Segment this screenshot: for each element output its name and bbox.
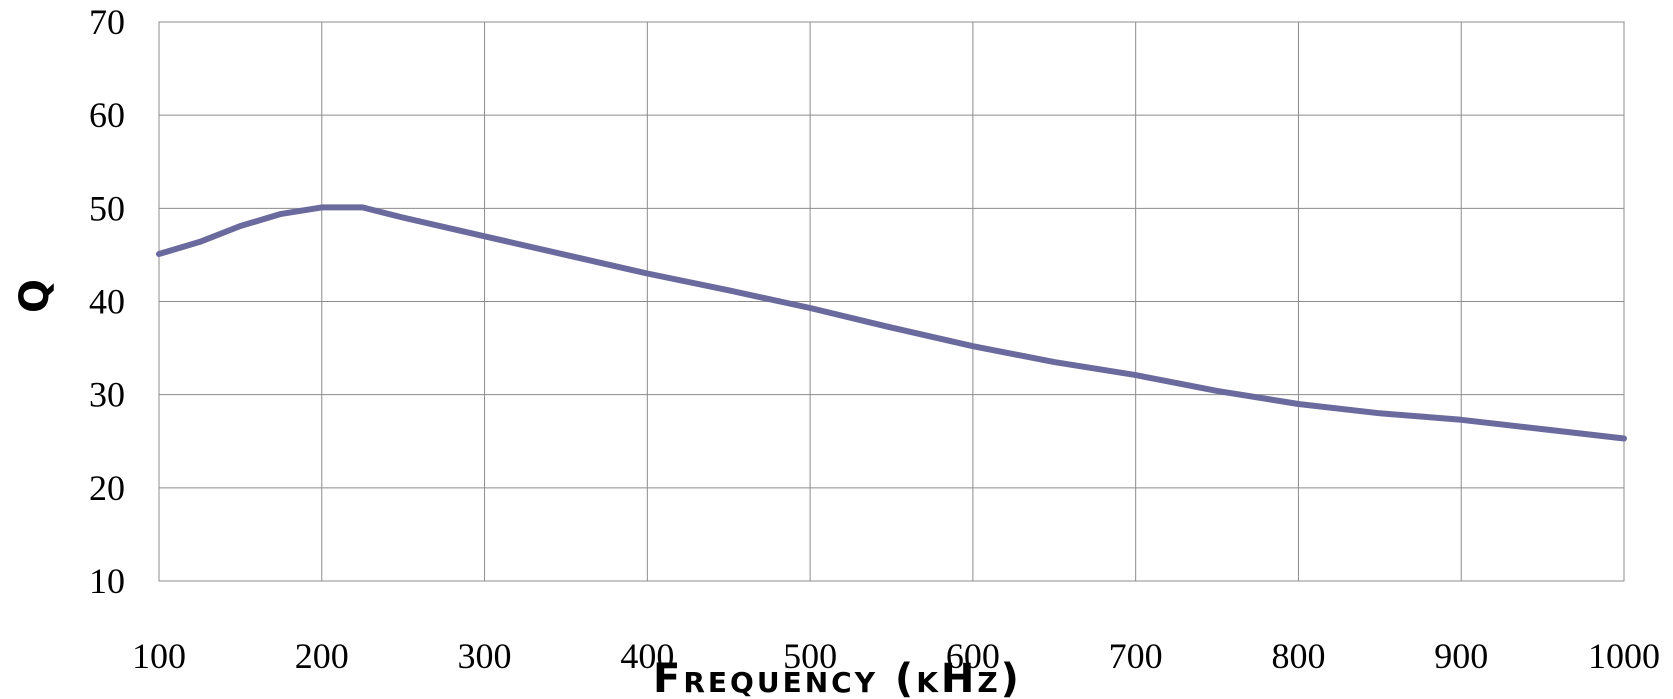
x-tick-label: 500 [783, 636, 837, 676]
y-tick-label: 30 [89, 375, 125, 415]
y-tick-label: 70 [89, 2, 125, 42]
x-axis-title: Frequency (kHz) [653, 656, 1022, 699]
x-tick-label: 400 [620, 636, 674, 676]
x-axis-ticks: 100 200 300 400 500 600 700 800 900 1000 [132, 636, 1660, 676]
y-tick-label: 10 [89, 561, 125, 601]
grid [158, 21, 1625, 582]
x-tick-label: 1000 [1588, 636, 1660, 676]
y-tick-label: 60 [89, 95, 125, 135]
x-tick-label: 800 [1271, 636, 1325, 676]
x-tick-label: 900 [1434, 636, 1488, 676]
x-tick-label: 200 [295, 636, 349, 676]
y-axis-title: Q [12, 279, 58, 313]
y-axis-ticks: 10 20 30 40 50 60 70 [89, 2, 125, 601]
series-line [156, 204, 1627, 442]
y-tick-label: 50 [89, 188, 125, 228]
plot-area-border [158, 21, 1625, 582]
x-tick-label: 100 [132, 636, 186, 676]
x-tick-label: 300 [458, 636, 512, 676]
x-tick-label: 700 [1109, 636, 1163, 676]
series-layer [156, 204, 1627, 442]
x-tick-label: 600 [946, 636, 1000, 676]
y-tick-label: 20 [89, 468, 125, 508]
y-tick-label: 40 [89, 282, 125, 322]
